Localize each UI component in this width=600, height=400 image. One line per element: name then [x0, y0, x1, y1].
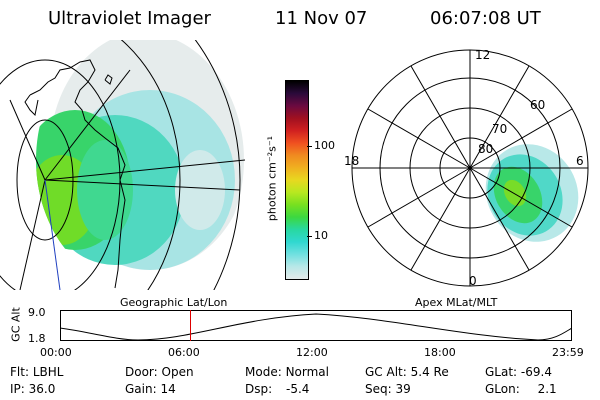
filter-value: LBHL [32, 365, 64, 379]
glon-value: 2.1 [537, 382, 557, 396]
aurora-emission-polar [485, 144, 579, 242]
mlat-label-70: 70 [492, 122, 507, 136]
gain-field: Gain: 14 [125, 382, 176, 396]
altitude-curve [60, 313, 572, 341]
aurora-emission-geo [36, 40, 244, 288]
colorbar-unit-label: photon cm⁻²s⁻¹ [265, 135, 279, 222]
ip-label: IP: [10, 382, 25, 396]
door-label: Door: [125, 365, 158, 379]
mlat-label-80: 80 [478, 142, 493, 156]
ip-field: IP: 36.0 [10, 382, 55, 396]
mlt-label-18: 18 [344, 154, 359, 168]
altitude-plot-frame [60, 310, 572, 341]
gc-alt-field: GC Alt: 5.4 Re [365, 365, 449, 379]
colorbar-tick [307, 236, 312, 237]
altitude-ytick-max: 9.0 [28, 306, 46, 319]
mlt-label-0: 0 [469, 274, 477, 288]
colorbar-tick-10: 10 [314, 229, 328, 242]
x-tick-0000: 00:00 [40, 346, 72, 359]
geographic-map [0, 40, 246, 290]
altitude-plot [60, 310, 572, 341]
x-tick-2359: 23:59 [552, 346, 584, 359]
glon-field: GLon: 2.1 [485, 382, 557, 396]
dsp-value: -5.4 [285, 382, 310, 396]
mode-field: Mode: Normal [245, 365, 329, 379]
filter-label: Flt: [10, 365, 29, 379]
glat-label: GLat: [485, 365, 518, 379]
filter-field: Flt: LBHL [10, 365, 63, 379]
altitude-ylabel: GC Alt [9, 307, 23, 342]
mlat-label-60: 60 [530, 98, 545, 112]
mlt-label-6: 6 [576, 154, 584, 168]
app-title: Ultraviolet Imager [48, 8, 211, 29]
gain-value: 14 [160, 382, 176, 396]
door-field: Door: Open [125, 365, 194, 379]
altitude-ytick-min: 1.8 [28, 332, 46, 345]
gc-alt-label: GC Alt: [365, 365, 407, 379]
x-tick-0600: 06:00 [168, 346, 200, 359]
polar-plot: 12 18 6 0 80 70 60 [344, 48, 589, 288]
mlt-label-12: 12 [475, 48, 490, 62]
dsp-label: Dsp: [245, 382, 273, 396]
glat-value: -69.4 [520, 365, 552, 379]
ip-value: 36.0 [28, 382, 56, 396]
coastline [24, 59, 126, 289]
door-value: Open [161, 365, 194, 379]
seq-value: 39 [395, 382, 411, 396]
polar-plot-caption: Apex MLat/MLT [415, 296, 498, 309]
colorbar-tick [307, 146, 312, 147]
x-tick-1800: 18:00 [424, 346, 456, 359]
seq-field: Seq: 39 [365, 382, 411, 396]
geo-map-caption: Geographic Lat/Lon [120, 296, 228, 309]
mlt-spokes [352, 50, 588, 286]
observation-date: 11 Nov 07 [275, 8, 368, 29]
dsp-field: Dsp: -5.4 [245, 382, 309, 396]
colorbar-gradient [285, 80, 309, 280]
colorbar-tick-100: 100 [314, 139, 335, 152]
gain-label: Gain: [125, 382, 157, 396]
x-tick-1200: 12:00 [296, 346, 328, 359]
glat-field: GLat: -69.4 [485, 365, 552, 379]
mode-label: Mode: [245, 365, 282, 379]
seq-label: Seq: [365, 382, 392, 396]
gc-alt-value: 5.4 Re [410, 365, 449, 379]
observation-time: 06:07:08 UT [430, 8, 541, 29]
mode-value: Normal [285, 365, 329, 379]
ground-track [44, 179, 61, 290]
glon-label: GLon: [485, 382, 520, 396]
